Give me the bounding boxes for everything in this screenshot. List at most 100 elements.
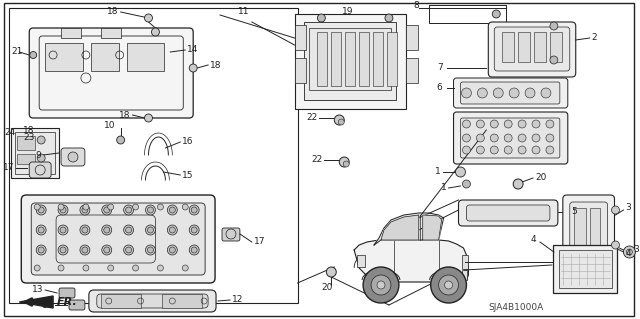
Circle shape	[83, 265, 89, 271]
Text: 20: 20	[535, 174, 547, 182]
Circle shape	[80, 205, 90, 215]
Circle shape	[431, 267, 467, 303]
Circle shape	[36, 205, 46, 215]
Circle shape	[83, 204, 89, 210]
Bar	[406, 25, 418, 50]
Circle shape	[463, 134, 470, 142]
Bar	[305, 22, 396, 100]
Circle shape	[532, 146, 540, 154]
Circle shape	[104, 247, 109, 253]
Circle shape	[145, 114, 152, 122]
Circle shape	[490, 120, 499, 128]
Polygon shape	[354, 240, 468, 282]
Text: 11: 11	[238, 6, 250, 16]
Circle shape	[518, 146, 526, 154]
Circle shape	[463, 120, 470, 128]
FancyBboxPatch shape	[21, 195, 215, 283]
Text: 18: 18	[107, 6, 118, 16]
Circle shape	[80, 225, 90, 235]
Circle shape	[82, 247, 88, 253]
Bar	[559, 250, 611, 288]
Circle shape	[532, 120, 540, 128]
FancyBboxPatch shape	[570, 202, 607, 254]
Bar	[357, 255, 365, 267]
Circle shape	[125, 207, 132, 213]
Circle shape	[68, 152, 78, 162]
Circle shape	[145, 225, 156, 235]
Bar	[429, 8, 506, 23]
Circle shape	[104, 227, 109, 233]
Bar	[17, 154, 35, 164]
Text: 15: 15	[182, 170, 194, 180]
Circle shape	[509, 88, 519, 98]
Circle shape	[132, 265, 138, 271]
Circle shape	[60, 227, 66, 233]
Circle shape	[463, 180, 470, 188]
Circle shape	[182, 204, 188, 210]
FancyBboxPatch shape	[97, 294, 208, 308]
Text: 20: 20	[322, 284, 333, 293]
Circle shape	[124, 225, 134, 235]
Circle shape	[518, 134, 526, 142]
Bar	[294, 25, 307, 50]
Text: 23: 23	[23, 133, 35, 142]
Circle shape	[152, 28, 159, 36]
Bar	[463, 270, 467, 280]
Circle shape	[170, 227, 175, 233]
Bar	[294, 58, 307, 83]
Circle shape	[80, 245, 90, 255]
Bar	[518, 32, 530, 62]
Polygon shape	[19, 296, 53, 308]
Circle shape	[145, 14, 152, 22]
Circle shape	[102, 205, 112, 215]
Circle shape	[145, 205, 156, 215]
Circle shape	[377, 281, 385, 289]
Text: 14: 14	[188, 46, 198, 55]
Text: 18: 18	[119, 110, 131, 120]
Text: 18: 18	[23, 126, 35, 135]
FancyBboxPatch shape	[458, 200, 558, 226]
Text: 18: 18	[210, 61, 221, 70]
Circle shape	[168, 225, 177, 235]
Bar	[317, 32, 327, 86]
Text: 6: 6	[437, 84, 443, 93]
Circle shape	[108, 265, 114, 271]
Circle shape	[504, 120, 512, 128]
Circle shape	[38, 207, 44, 213]
Circle shape	[476, 120, 484, 128]
Circle shape	[546, 146, 554, 154]
Bar	[359, 32, 369, 86]
Text: 9: 9	[35, 151, 41, 160]
Text: 12: 12	[232, 295, 243, 305]
Circle shape	[550, 22, 558, 30]
Text: 21: 21	[12, 48, 23, 56]
Circle shape	[108, 204, 114, 210]
Bar	[163, 294, 202, 308]
Bar	[589, 208, 600, 246]
Circle shape	[145, 245, 156, 255]
FancyBboxPatch shape	[454, 78, 568, 108]
FancyBboxPatch shape	[467, 205, 550, 221]
Circle shape	[168, 245, 177, 255]
Text: 7: 7	[437, 63, 443, 72]
Circle shape	[317, 14, 325, 22]
Circle shape	[611, 241, 620, 249]
Circle shape	[82, 207, 88, 213]
Circle shape	[525, 88, 535, 98]
Circle shape	[490, 146, 499, 154]
Circle shape	[37, 136, 45, 144]
Circle shape	[541, 88, 551, 98]
FancyBboxPatch shape	[454, 112, 568, 164]
Circle shape	[513, 179, 523, 189]
Text: 13: 13	[31, 286, 43, 294]
Bar	[294, 14, 406, 109]
Circle shape	[125, 227, 132, 233]
Text: 24: 24	[4, 128, 15, 137]
Text: 3: 3	[625, 204, 631, 212]
Circle shape	[518, 120, 526, 128]
Circle shape	[34, 204, 40, 210]
Circle shape	[611, 206, 620, 214]
Bar	[502, 32, 514, 62]
Circle shape	[182, 265, 188, 271]
Polygon shape	[374, 213, 444, 245]
